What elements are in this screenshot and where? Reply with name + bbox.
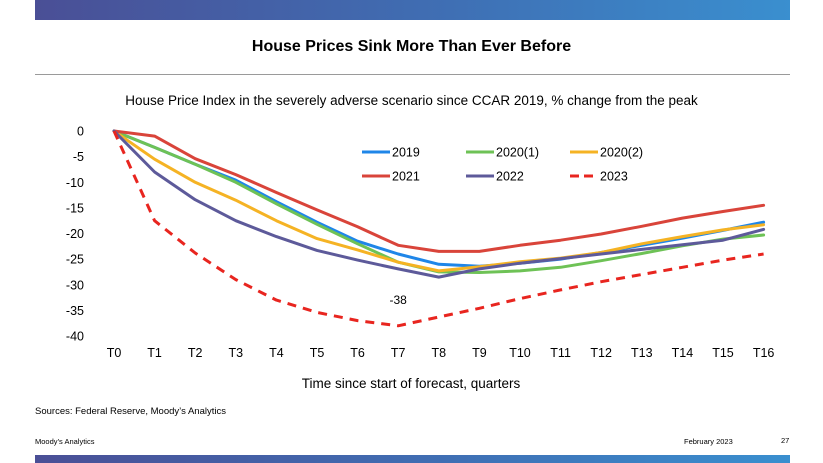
x-tick-label: T14 xyxy=(672,346,694,360)
x-tick-label: T16 xyxy=(753,346,775,360)
x-tick-label: T6 xyxy=(350,346,365,360)
series-line-2023 xyxy=(112,130,764,328)
x-tick-label: T10 xyxy=(509,346,531,360)
x-tick-label: T12 xyxy=(590,346,612,360)
y-tick-label: -25 xyxy=(66,253,84,267)
x-tick-label: T2 xyxy=(188,346,203,360)
footer-company: Moody’s Analytics xyxy=(35,437,95,446)
legend-label: 2021 xyxy=(392,170,420,184)
legend-label: 2022 xyxy=(496,170,524,184)
x-tick-label: T13 xyxy=(631,346,653,360)
line-chart: 0 -5 -10 -15 -20 -25 -30 -35 -40 T0 T1 T2 T3 T4 T5 T6 T7… xyxy=(66,125,775,392)
x-tick-label: T4 xyxy=(269,346,284,360)
y-tick-label: -40 xyxy=(66,330,84,344)
x-axis-title: Time since start of forecast, quarters xyxy=(302,376,521,391)
footer-date: February 2023 xyxy=(684,437,733,446)
y-tick-label: -10 xyxy=(66,176,84,190)
title-divider xyxy=(35,74,790,75)
data-label: -38 xyxy=(390,293,408,307)
brand-footer-bar xyxy=(35,455,790,463)
x-tick-label: T9 xyxy=(472,346,487,360)
series-line-2022 xyxy=(112,129,766,279)
page-number: 27 xyxy=(781,436,790,445)
sources-note: Sources: Federal Reserve, Moody’s Analyt… xyxy=(35,406,226,417)
legend-label: 2020(2) xyxy=(600,146,643,160)
x-tick-label: T15 xyxy=(712,346,734,360)
x-tick-label: T5 xyxy=(310,346,325,360)
slide-title: House Prices Sink More Than Ever Before xyxy=(251,38,572,55)
legend-label: 2019 xyxy=(392,146,420,160)
x-tick-label: T8 xyxy=(432,346,447,360)
x-tick-label: T1 xyxy=(147,346,162,360)
legend-label: 2020(1) xyxy=(496,146,539,160)
chart-title: House Price Index in the severely advers… xyxy=(125,93,698,108)
y-tick-label: 0 xyxy=(77,125,84,139)
brand-header-bar xyxy=(35,0,790,20)
x-tick-label: T0 xyxy=(107,346,122,360)
series-line-2020(2) xyxy=(112,129,766,273)
y-tick-label: -5 xyxy=(73,150,84,164)
series-line-2021 xyxy=(112,129,766,253)
x-tick-label: T11 xyxy=(550,346,571,360)
x-tick-label: T3 xyxy=(229,346,244,360)
y-tick-label: -20 xyxy=(66,227,84,241)
y-tick-label: -30 xyxy=(66,278,84,292)
legend-label: 2023 xyxy=(600,170,628,184)
y-tick-label: -15 xyxy=(66,201,84,215)
y-tick-label: -35 xyxy=(66,304,84,318)
x-tick-label: T7 xyxy=(391,346,406,360)
